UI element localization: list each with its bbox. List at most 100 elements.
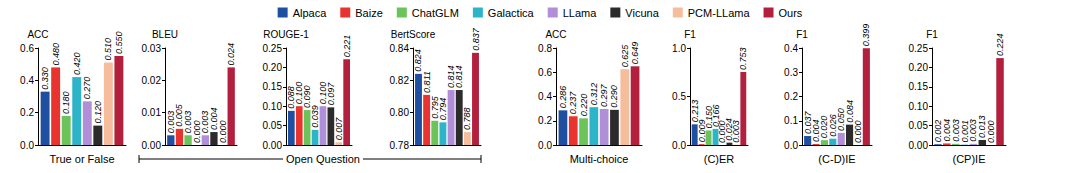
svg-text:0.286: 0.286 bbox=[558, 86, 568, 109]
svg-text:1.0: 1.0 bbox=[672, 43, 686, 54]
svg-text:(C)ER: (C)ER bbox=[704, 153, 735, 165]
svg-text:0.1: 0.1 bbox=[784, 115, 798, 126]
svg-text:0.0: 0.0 bbox=[672, 140, 686, 151]
svg-text:0.25: 0.25 bbox=[909, 43, 929, 54]
svg-text:0.480: 0.480 bbox=[51, 43, 61, 66]
svg-text:0.290: 0.290 bbox=[609, 85, 619, 108]
svg-text:0.039: 0.039 bbox=[310, 105, 320, 128]
svg-text:0.399: 0.399 bbox=[861, 24, 871, 47]
svg-text:0.03: 0.03 bbox=[142, 43, 162, 54]
svg-text:0.80: 0.80 bbox=[390, 107, 410, 118]
svg-text:LLama: LLama bbox=[563, 7, 598, 19]
svg-text:0.15: 0.15 bbox=[909, 81, 929, 92]
svg-text:ACC: ACC bbox=[545, 29, 566, 40]
svg-text:Vicuna: Vicuna bbox=[625, 7, 659, 19]
svg-text:0.000: 0.000 bbox=[191, 120, 202, 143]
svg-text:0.237: 0.237 bbox=[568, 91, 578, 115]
svg-text:0.221: 0.221 bbox=[342, 35, 352, 58]
svg-text:0.003: 0.003 bbox=[183, 110, 194, 134]
svg-text:0.2: 0.2 bbox=[784, 91, 798, 102]
svg-text:0.213: 0.213 bbox=[690, 100, 700, 123]
svg-text:0.097: 0.097 bbox=[326, 82, 336, 106]
svg-text:0.024: 0.024 bbox=[226, 43, 236, 66]
svg-text:BertScore: BertScore bbox=[391, 29, 436, 40]
svg-text:0.753: 0.753 bbox=[738, 47, 748, 70]
svg-text:0.084: 0.084 bbox=[845, 100, 855, 123]
svg-text:0.20: 0.20 bbox=[263, 62, 283, 73]
svg-text:0.007: 0.007 bbox=[334, 117, 344, 141]
svg-text:0.6: 0.6 bbox=[538, 67, 552, 78]
svg-text:0.270: 0.270 bbox=[82, 77, 92, 100]
svg-text:0.312: 0.312 bbox=[589, 83, 599, 106]
svg-text:(CP)IE: (CP)IE bbox=[953, 153, 986, 165]
svg-text:0.003: 0.003 bbox=[731, 120, 741, 143]
svg-text:0.005: 0.005 bbox=[174, 104, 185, 127]
svg-text:0.510: 0.510 bbox=[103, 38, 113, 61]
svg-text:0.6: 0.6 bbox=[20, 43, 34, 54]
svg-text:0.15: 0.15 bbox=[263, 81, 283, 92]
svg-text:0.625: 0.625 bbox=[620, 44, 630, 68]
svg-text:0.4: 0.4 bbox=[20, 75, 34, 86]
svg-text:0.297: 0.297 bbox=[599, 83, 609, 107]
svg-text:0.25: 0.25 bbox=[263, 43, 283, 54]
svg-text:F1: F1 bbox=[684, 29, 696, 40]
svg-text:0.10: 0.10 bbox=[909, 101, 929, 112]
svg-text:0.78: 0.78 bbox=[390, 140, 410, 151]
svg-text:0.2: 0.2 bbox=[538, 115, 552, 126]
svg-text:0.0: 0.0 bbox=[20, 140, 34, 151]
svg-text:0.814: 0.814 bbox=[454, 66, 464, 89]
svg-text:0.01: 0.01 bbox=[142, 107, 162, 118]
svg-text:0.8: 0.8 bbox=[538, 43, 552, 54]
svg-text:0.794: 0.794 bbox=[438, 98, 448, 121]
svg-text:0.84: 0.84 bbox=[390, 43, 410, 54]
svg-text:0.05: 0.05 bbox=[909, 120, 929, 131]
svg-text:0.00: 0.00 bbox=[142, 140, 162, 151]
svg-text:0.220: 0.220 bbox=[579, 94, 589, 117]
svg-text:0.4: 0.4 bbox=[538, 91, 552, 102]
svg-text:0.550: 0.550 bbox=[114, 32, 124, 55]
svg-text:Galactica: Galactica bbox=[488, 7, 535, 19]
svg-text:0.330: 0.330 bbox=[40, 67, 50, 90]
svg-text:0.224: 0.224 bbox=[995, 34, 1005, 57]
svg-text:BLEU: BLEU bbox=[152, 29, 178, 40]
svg-text:Alpaca: Alpaca bbox=[293, 7, 328, 19]
svg-text:0.120: 0.120 bbox=[93, 101, 103, 124]
svg-text:0.4: 0.4 bbox=[784, 43, 798, 54]
svg-text:0.788: 0.788 bbox=[462, 108, 472, 131]
svg-text:0.000: 0.000 bbox=[853, 120, 863, 143]
svg-text:0.02: 0.02 bbox=[142, 75, 162, 86]
svg-text:0.3: 0.3 bbox=[784, 67, 798, 78]
svg-text:Baize: Baize bbox=[355, 7, 383, 19]
svg-text:0.0: 0.0 bbox=[784, 140, 798, 151]
svg-text:0.00: 0.00 bbox=[909, 140, 929, 151]
svg-text:0.5: 0.5 bbox=[672, 91, 686, 102]
svg-text:0.20: 0.20 bbox=[909, 62, 929, 73]
svg-text:0.180: 0.180 bbox=[61, 91, 71, 114]
svg-text:ROUGE-1: ROUGE-1 bbox=[263, 29, 309, 40]
svg-text:ACC: ACC bbox=[27, 29, 48, 40]
svg-text:0.82: 0.82 bbox=[390, 75, 410, 86]
svg-text:0.824: 0.824 bbox=[413, 49, 423, 72]
svg-text:0.00: 0.00 bbox=[263, 140, 283, 151]
svg-text:Ours: Ours bbox=[779, 7, 803, 19]
svg-text:ChatGLM: ChatGLM bbox=[412, 7, 459, 19]
svg-text:Open Question: Open Question bbox=[286, 153, 360, 165]
svg-text:0.649: 0.649 bbox=[630, 42, 640, 65]
svg-text:0.0: 0.0 bbox=[538, 140, 552, 151]
svg-text:0.000: 0.000 bbox=[986, 120, 996, 143]
svg-text:0.003: 0.003 bbox=[165, 110, 176, 134]
svg-text:0.420: 0.420 bbox=[72, 53, 82, 76]
svg-text:(C-D)IE: (C-D)IE bbox=[818, 153, 855, 165]
svg-text:PCM-LLama: PCM-LLama bbox=[688, 7, 751, 19]
svg-text:0.837: 0.837 bbox=[471, 27, 481, 51]
svg-text:0.2: 0.2 bbox=[20, 107, 34, 118]
svg-text:0.05: 0.05 bbox=[263, 120, 283, 131]
svg-text:0.090: 0.090 bbox=[302, 86, 312, 109]
svg-text:0.811: 0.811 bbox=[422, 71, 432, 93]
svg-text:F1: F1 bbox=[926, 29, 938, 40]
svg-text:Multi-choice: Multi-choice bbox=[570, 153, 629, 165]
svg-text:True or False: True or False bbox=[49, 153, 114, 165]
svg-text:0.10: 0.10 bbox=[263, 101, 283, 112]
svg-text:0.000: 0.000 bbox=[218, 120, 228, 143]
svg-text:F1: F1 bbox=[796, 29, 808, 40]
